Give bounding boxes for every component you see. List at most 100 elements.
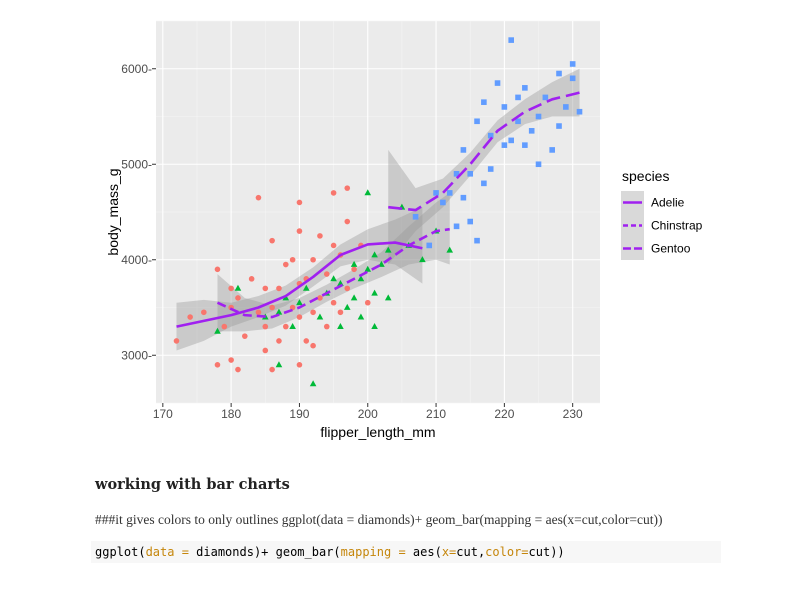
data-point [501,104,508,110]
code-token: cut, [456,545,486,559]
data-point [187,314,193,320]
data-point [337,309,344,316]
data-point [235,366,241,373]
section-heading: working with bar charts [95,476,290,493]
smooth-line [388,91,580,212]
data-point [337,323,344,329]
data-point [343,303,351,310]
data-point [317,295,323,301]
data-point [515,94,521,101]
data-point [262,323,269,330]
code-token: diamonds)+ geom_bar( [188,545,341,559]
data-point [549,147,555,153]
data-point [474,237,480,244]
code-token: aes( [405,545,442,559]
code-token-arg: data = [145,545,189,559]
data-point [344,285,351,292]
data-point [364,189,372,196]
data-point [262,347,269,354]
confidence-band [388,68,580,265]
y-tick-label: 4000- [121,253,152,267]
data-point [357,313,365,320]
y-tick-label: 3000- [121,348,152,362]
data-point [296,199,303,206]
legend-key [621,237,644,260]
smooth-line [216,227,450,319]
data-point [563,104,569,110]
data-point [474,118,480,125]
data-point [535,161,542,168]
data-point [453,171,460,177]
data-point [262,285,269,292]
legend-title: species [622,168,669,184]
comment-paragraph: ###it gives colors to only outlines ggpl… [95,512,663,527]
data-point [255,194,262,201]
y-axis-ticks: 3000- 4000- 5000- 6000- [121,62,156,362]
data-point [269,366,275,373]
data-point [508,137,514,144]
data-point [556,123,562,129]
x-tick-label: 170 [153,407,173,421]
data-point [275,361,283,368]
data-point [371,323,378,329]
data-point [542,94,549,101]
data-point [201,309,207,316]
data-point [515,118,521,125]
data-point [228,285,234,292]
legend-label: Chinstrap [651,219,703,233]
data-point [310,256,316,263]
x-tick-label: 220 [494,407,514,421]
data-point [282,261,289,268]
x-axis-title: flipper_length_mm [320,424,435,440]
code-block: ggplot(data = diamonds)+ geom_bar(mappin… [91,541,721,563]
data-point [255,309,262,316]
data-point [501,142,508,148]
data-point [344,218,351,225]
data-point [302,284,310,291]
data-point [460,194,467,201]
data-point [296,299,303,306]
data-point [453,223,460,230]
data-point [494,80,501,86]
y-tick-label: 6000- [121,62,152,76]
data-point [282,323,289,330]
x-tick-label: 190 [289,407,309,421]
data-point [351,266,357,273]
data-point [528,128,535,134]
data-point [275,308,283,315]
data-point [234,284,242,291]
data-point [269,304,275,311]
data-point [487,132,494,139]
data-point [309,380,317,387]
data-point [535,113,542,120]
data-point [556,70,562,77]
grid-lines [156,20,600,404]
data-point [364,265,372,272]
data-point [508,37,514,43]
data-point [330,242,337,249]
data-point [350,294,358,301]
data-point [330,299,337,306]
code-token-arg: mapping = [340,545,406,559]
data-point [419,256,426,263]
legend-label: Gentoo [651,242,691,256]
legend-label: Adelie [651,196,685,210]
data-point [364,299,371,306]
data-point [173,338,180,344]
data-point [296,228,303,234]
data-point [242,333,248,339]
data-point [323,323,330,330]
data-point [412,213,419,220]
y-tick-label: 5000- [121,157,152,171]
data-point [460,147,467,153]
x-tick-label: 230 [563,407,583,421]
data-point [214,327,221,334]
data-point [296,362,303,368]
data-point [310,342,316,349]
code-token: ggplot( [95,545,146,559]
code-token-arg: x= [441,545,457,559]
data-point [214,266,221,273]
smooth-line [176,241,423,328]
data-point [330,190,337,196]
scatter-plot: 170 180 190 200 210 220 230 3000- 4000- 5000- 600… [105,20,703,440]
